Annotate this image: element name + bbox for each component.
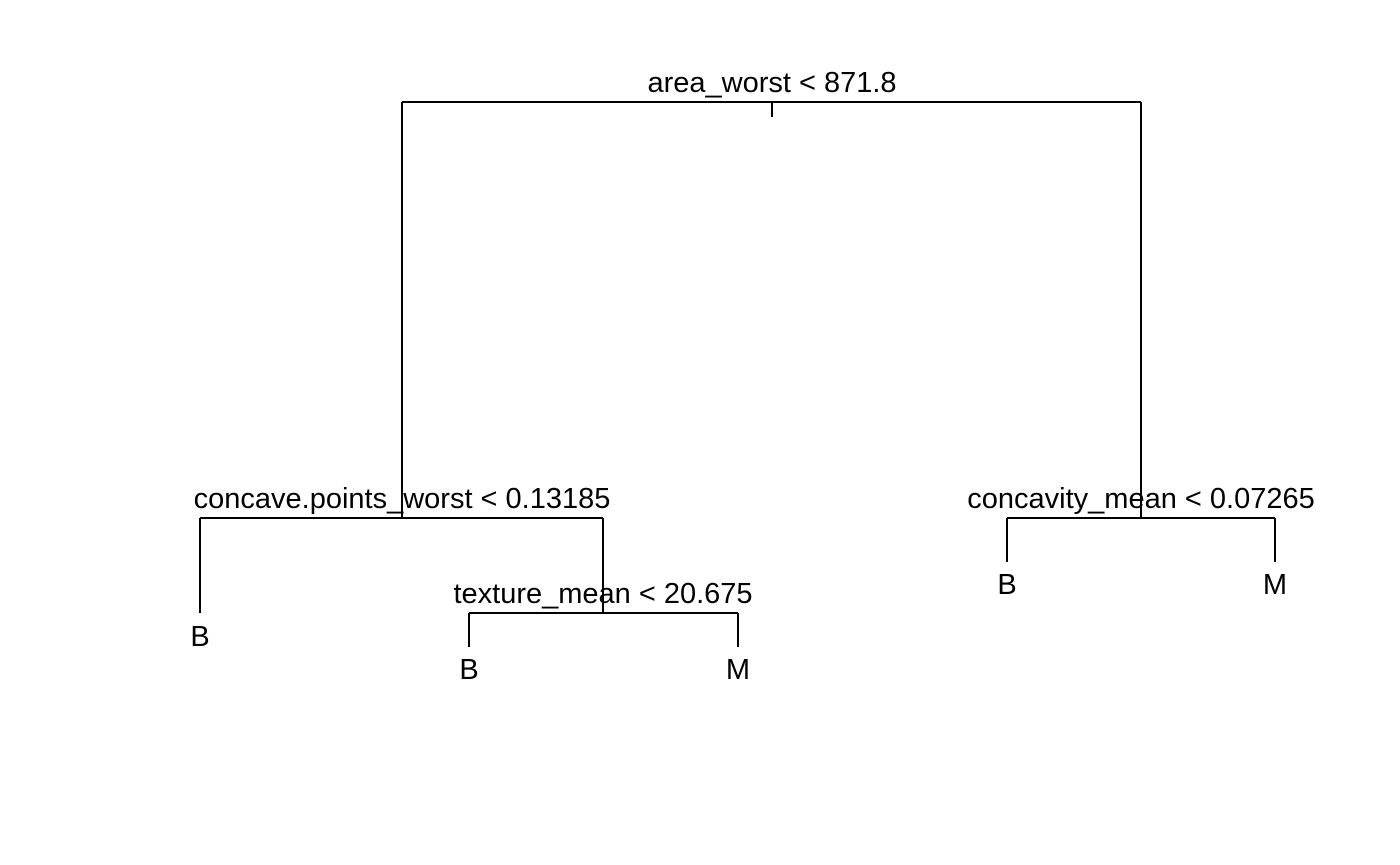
right-branches	[1006, 517, 1276, 562]
left-right-branches	[468, 612, 739, 647]
left-split-label: concave.points_worst < 0.13185	[194, 483, 611, 515]
leaf-right-left: B	[997, 569, 1016, 601]
leaf-left-right-left: B	[459, 654, 478, 686]
left-branches	[199, 517, 604, 613]
leaf-left-right-right: M	[726, 654, 750, 686]
left-right-split-label: texture_mean < 20.675	[453, 578, 752, 610]
leaf-left-left: B	[190, 621, 209, 653]
root-branches	[401, 101, 1142, 518]
root-split-label: area_worst < 871.8	[647, 67, 896, 99]
leaf-right-right: M	[1263, 569, 1287, 601]
right-split-label: concavity_mean < 0.07265	[967, 483, 1314, 515]
